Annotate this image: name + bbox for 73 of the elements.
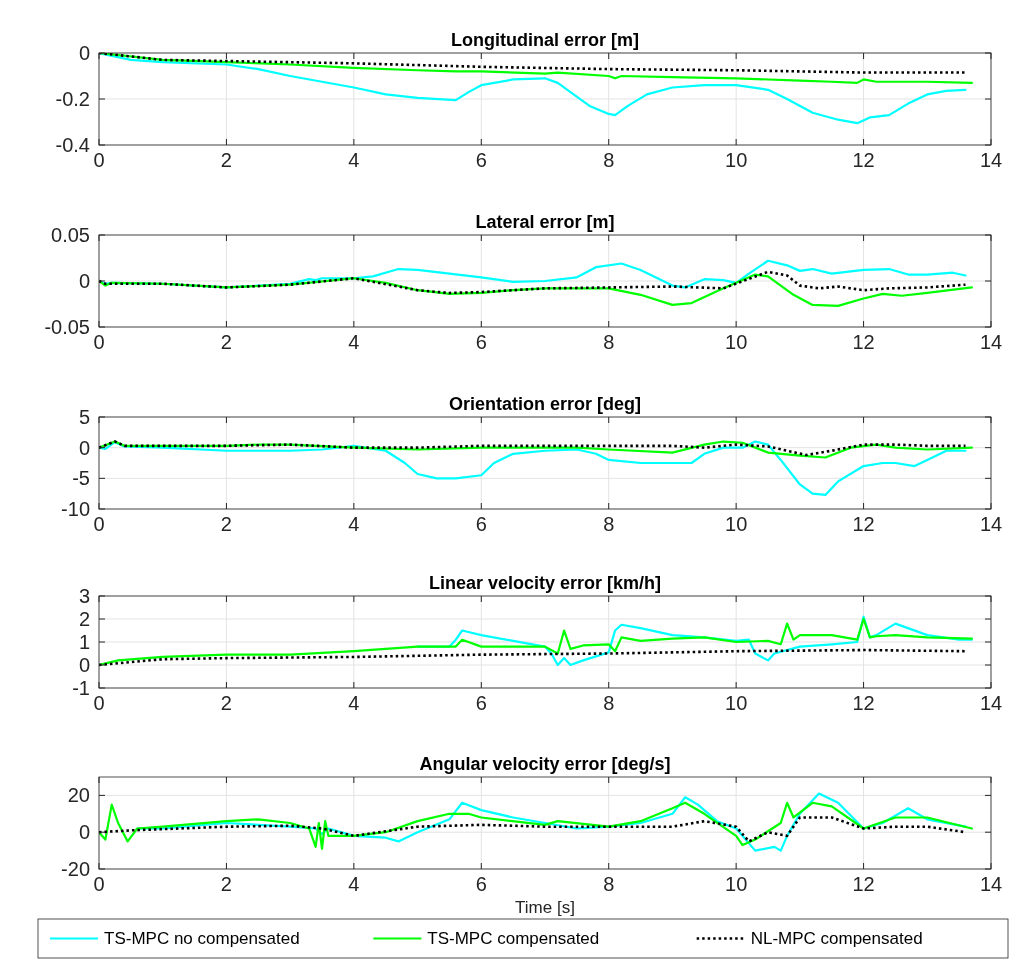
x-tick-label: 2 [220, 149, 232, 171]
x-tick-label: 12 [852, 331, 875, 353]
x-tick-label: 10 [725, 692, 748, 714]
x-tick-label: 10 [725, 513, 748, 535]
chart-title: Linear velocity error [km/h] [428, 573, 662, 593]
x-tick-label: 2 [220, 873, 232, 895]
chart-title: Longitudinal error [m] [451, 30, 639, 50]
y-tick-label: 1 [78, 631, 90, 653]
y-tick-label: 3 [78, 585, 90, 607]
chart-title: Orientation error [deg] [448, 394, 642, 414]
y-tick-label: -1 [72, 677, 90, 699]
x-tick-label: 0 [93, 692, 105, 714]
y-tick-label: 20 [67, 784, 90, 807]
chart-title: Angular velocity error [deg/s] [419, 754, 671, 774]
x-tick-label: 6 [475, 149, 487, 171]
x-tick-label: 12 [852, 149, 875, 171]
line-series [99, 617, 973, 667]
x-tick-label: 4 [348, 513, 360, 535]
x-tick-label: 2 [220, 513, 232, 535]
x-tick-label: 14 [979, 331, 1003, 353]
x-tick-label: 4 [348, 149, 360, 171]
x-tick-label: 4 [348, 692, 360, 714]
x-tick-label: 0 [93, 513, 105, 535]
x-tick-label: 10 [725, 873, 748, 895]
x-tick-label: 14 [979, 873, 1003, 895]
y-tick-label: 5 [78, 406, 90, 428]
legend-label: NL-MPC compensated [750, 929, 923, 949]
y-tick-label: -10 [61, 498, 90, 520]
x-tick-label: 8 [603, 149, 615, 171]
x-tick-label: 8 [603, 873, 615, 895]
y-tick-label: 2 [78, 608, 90, 630]
legend-label: TS-MPC compensated [427, 929, 600, 949]
x-tick-label: 12 [852, 513, 875, 535]
y-tick-label: -5 [72, 467, 90, 490]
x-tick-label: 4 [348, 873, 360, 895]
x-tick-label: 14 [979, 149, 1003, 171]
y-tick-label: 0.05 [51, 224, 90, 246]
x-tick-label: 6 [475, 331, 487, 353]
line-series [99, 440, 967, 496]
x-tick-label: 6 [475, 692, 487, 714]
x-tick-label: 2 [220, 692, 232, 714]
y-tick-label: 0 [78, 436, 90, 459]
y-tick-label: 0 [78, 654, 90, 676]
line-series [99, 270, 967, 295]
y-tick-label: -0.4 [55, 134, 90, 156]
chart-title: Lateral error [m] [475, 212, 615, 232]
y-tick-label: 0 [78, 821, 90, 844]
x-tick-label: 10 [725, 331, 748, 353]
x-tick-label: 14 [979, 513, 1003, 535]
x-tick-label: 12 [852, 692, 875, 714]
x-tick-label: 0 [93, 149, 105, 171]
y-tick-label: -0.2 [55, 88, 90, 110]
y-tick-label: 0 [78, 42, 90, 64]
line-series [99, 801, 973, 850]
x-tick-label: 8 [603, 513, 615, 535]
y-tick-label: -0.05 [44, 316, 90, 338]
x-tick-label: 4 [348, 331, 360, 353]
x-tick-label: 2 [220, 331, 232, 353]
x-tick-label: 0 [93, 331, 105, 353]
x-tick-label: 8 [603, 331, 615, 353]
y-tick-label: -20 [61, 858, 90, 880]
y-tick-label: 0 [78, 270, 90, 292]
line-series [99, 53, 967, 125]
x-axis-title: Time [s] [515, 898, 575, 917]
legend-label: TS-MPC no compensated [104, 929, 300, 949]
x-tick-label: 6 [475, 873, 487, 895]
x-tick-label: 12 [852, 873, 875, 895]
x-tick-label: 14 [979, 692, 1003, 714]
x-tick-label: 10 [725, 149, 748, 171]
x-tick-label: 6 [475, 513, 487, 535]
x-tick-label: 0 [93, 873, 105, 895]
line-series [99, 273, 973, 307]
x-tick-label: 8 [603, 692, 615, 714]
